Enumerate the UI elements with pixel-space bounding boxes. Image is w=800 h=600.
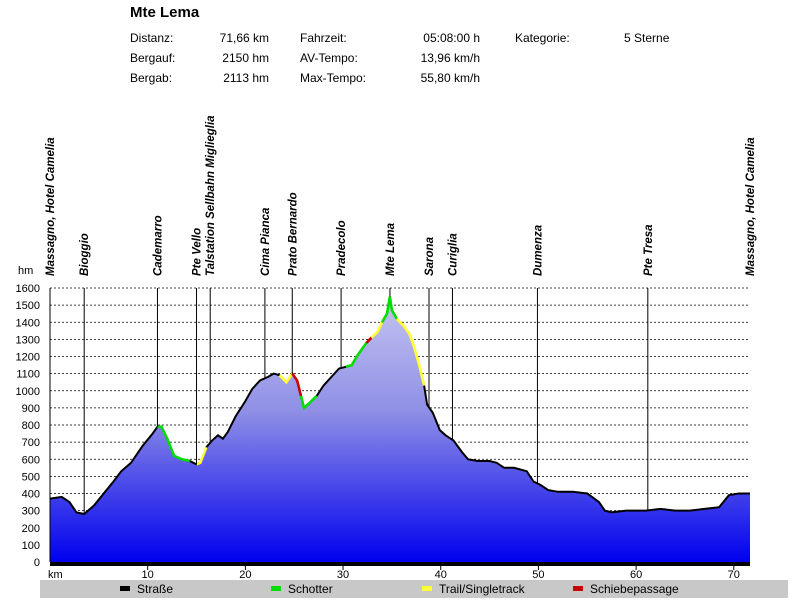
legend-swatch-trail	[422, 586, 432, 592]
x-axis-bar	[50, 562, 750, 566]
x-tick-label: 70	[728, 569, 740, 580]
waypoint-label: Bioggio	[79, 233, 91, 276]
legend-label-road: Straße	[137, 582, 174, 596]
waypoint-label: Cademarro	[152, 215, 164, 276]
y-tick-label: 200	[22, 523, 40, 535]
x-axis-label: km	[48, 569, 63, 580]
waypoint-label: Curiglia	[447, 233, 459, 276]
waypoint-label: Dumenza	[532, 224, 544, 276]
y-tick-label: 1000	[16, 386, 40, 398]
route-title: Mte Lema	[130, 4, 200, 21]
y-tick-label: 500	[22, 471, 40, 483]
waypoint-label: Pte Tresa	[643, 224, 655, 276]
legend-item-road: Straße	[120, 582, 173, 596]
elevation-area	[50, 296, 750, 562]
x-tick-label: 60	[630, 569, 642, 580]
stat-value-ascent: 2150 hm	[222, 51, 269, 65]
waypoint-label: Massagno, Hotel Camelia	[745, 137, 757, 276]
y-tick-label: 700	[22, 437, 40, 449]
waypoint-label: Mte Lema	[385, 222, 397, 276]
stat-value-distance: 71,66 km	[219, 31, 269, 45]
legend-label-gravel: Schotter	[288, 582, 333, 596]
stat-label-category: Kategorie:	[515, 31, 570, 45]
x-tick-label: 10	[142, 569, 154, 580]
stat-label-distance: Distanz:	[130, 31, 174, 45]
waypoint-label: Pte Vello	[192, 228, 204, 276]
legend-swatch-push	[573, 586, 583, 592]
y-tick-label: 900	[22, 403, 40, 415]
legend-item-gravel: Schotter	[271, 582, 333, 596]
waypoint-label: Massagno, Hotel Camelia	[45, 137, 57, 276]
surface-segment-trail	[370, 321, 384, 339]
stat-label-max-speed: Max-Tempo:	[300, 71, 367, 85]
legend-label-push: Schiebepassage	[590, 582, 679, 596]
stat-value-avg-speed: 13,96 km/h	[420, 51, 480, 65]
waypoint-label: Sarona	[424, 236, 436, 276]
legend-label-trail: Trail/Singletrack	[439, 582, 525, 596]
elevation-profile-chart: 0 100 200 300 400 500 600 700 800 900 1000 1100 1200…	[16, 115, 757, 580]
legend-item-trail: Trail/Singletrack	[422, 582, 525, 596]
y-tick-label: 100	[22, 540, 40, 552]
x-tick-label: 40	[435, 569, 447, 580]
y-tick-label: 300	[22, 506, 40, 518]
y-tick-label: 0	[34, 557, 40, 569]
surface-segment-trail	[195, 446, 208, 466]
surface-segment-gravel	[380, 296, 398, 323]
x-tick-label: 30	[337, 569, 349, 580]
y-tick-label: 800	[22, 420, 40, 432]
y-tick-label: 1300	[16, 334, 40, 346]
surface-segment-gravel	[157, 425, 190, 463]
stat-value-max-speed: 55,80 km/h	[420, 71, 480, 85]
surface-segment-push	[365, 336, 373, 344]
surface-segment-gravel	[299, 394, 318, 411]
legend-swatch-road	[120, 586, 130, 592]
stat-value-descent: 2113 hm	[223, 71, 269, 85]
stat-label-descent: Bergab:	[130, 71, 173, 85]
stat-label-avg-speed: AV-Tempo:	[300, 51, 358, 65]
legend: Straße Schotter Trail/Singletrack Schieb…	[40, 580, 788, 598]
waypoint-label: Pradecolo	[336, 220, 348, 276]
y-tick-label: 1400	[16, 317, 40, 329]
surface-segment-trail	[395, 317, 426, 386]
legend-swatch-gravel	[271, 586, 281, 592]
stat-label-ride-time: Fahrzeit:	[300, 31, 347, 45]
x-tick-label: 50	[532, 569, 544, 580]
legend-item-push: Schiebepassage	[573, 582, 679, 596]
surface-segment-push	[291, 372, 303, 397]
waypoint-label: Prato Bernardo	[287, 192, 299, 276]
stat-label-ascent: Bergauf:	[130, 51, 176, 65]
stat-value-category: 5 Sterne	[624, 31, 670, 45]
y-tick-label: 600	[22, 454, 40, 466]
stat-value-ride-time: 05:08:00 h	[423, 31, 480, 45]
waypoint-label: Cima Pianca	[260, 207, 272, 276]
y-tick-label: 1500	[16, 300, 40, 312]
y-tick-label: 400	[22, 489, 40, 501]
x-tick-label: 20	[239, 569, 251, 580]
waypoint-label: Talstation Sellbahn Miglieglia	[205, 115, 217, 276]
y-tick-label: 1100	[16, 369, 40, 381]
y-tick-label: 1200	[16, 352, 40, 364]
surface-segment-gravel	[345, 342, 368, 369]
y-axis-label: hm	[18, 265, 33, 277]
y-tick-label: 1600	[16, 283, 40, 295]
surface-segment-trail	[278, 372, 294, 385]
